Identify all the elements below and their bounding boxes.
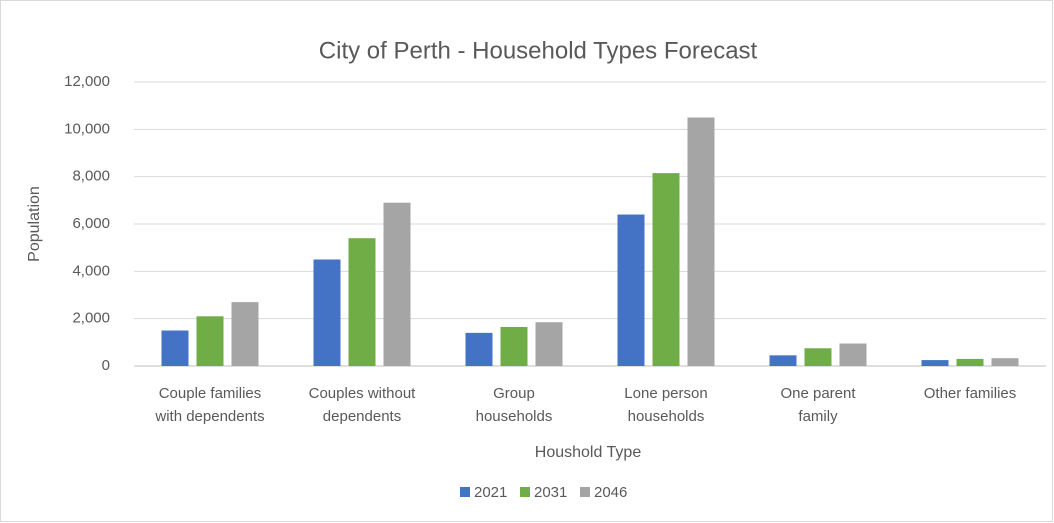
bar (313, 259, 341, 366)
x-tick-label-line: Group (493, 385, 535, 402)
x-tick-label: Lone person households (624, 385, 707, 425)
x-tick-label-line: with dependents (154, 408, 264, 425)
y-tick-label: 6,000 (72, 215, 110, 232)
x-tick-label-line: family (798, 408, 838, 425)
x-tick-label-line: Couple families (159, 385, 262, 402)
legend-label: 2021 (474, 484, 507, 501)
x-tick-label-line: households (628, 408, 705, 425)
bar (348, 238, 376, 366)
bar (687, 117, 715, 366)
y-tick-label: 10,000 (64, 120, 110, 137)
bar (652, 173, 680, 366)
x-tick-label-line: One parent (780, 385, 856, 402)
x-axis-title: Houshold Type (535, 444, 642, 461)
y-tick-label: 8,000 (72, 168, 110, 185)
x-tick-label-line: Other families (924, 385, 1017, 402)
x-tick-label-line: dependents (323, 408, 401, 425)
x-tick-label-line: households (476, 408, 553, 425)
bar (196, 316, 224, 366)
x-tick-label: One parent family (780, 385, 856, 425)
bar (769, 355, 797, 366)
bar (383, 202, 411, 366)
y-axis-title: Population (26, 186, 43, 262)
bar (839, 343, 867, 366)
bar (231, 302, 259, 366)
bar (617, 214, 645, 366)
bar (535, 322, 563, 366)
legend-swatch (580, 487, 590, 497)
y-tick-label: 4,000 (72, 262, 110, 279)
y-tick-label: 0 (102, 357, 110, 374)
legend-label: 2031 (534, 484, 567, 501)
x-tick-label: Couple families with dependents (154, 385, 264, 425)
legend-swatch (520, 487, 530, 497)
bar (991, 358, 1019, 366)
x-tick-label: Couples without dependents (309, 385, 417, 425)
y-tick-label: 2,000 (72, 310, 110, 327)
bar (804, 348, 832, 366)
bar (921, 360, 949, 366)
chart-title: City of Perth - Household Types Forecast (319, 37, 758, 64)
legend-label: 2046 (594, 484, 627, 501)
bar (465, 332, 493, 366)
bar (161, 330, 189, 366)
bar (956, 358, 984, 366)
legend-swatch (460, 487, 470, 497)
x-tick-label-line: Lone person (624, 385, 707, 402)
y-tick-label: 12,000 (64, 73, 110, 90)
x-tick-label-line: Couples without (309, 385, 417, 402)
bar (500, 326, 528, 366)
x-tick-label: Other families (924, 385, 1017, 402)
x-tick-label: Group households (476, 385, 553, 425)
